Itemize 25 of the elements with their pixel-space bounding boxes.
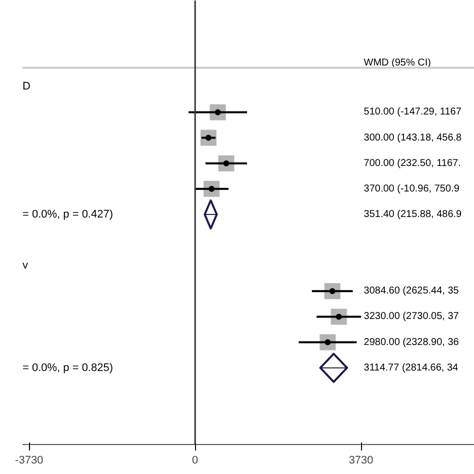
point	[218, 155, 234, 172]
annotation: 370.00 (-10.96, 750.9	[364, 183, 460, 194]
x-tick-label: -3730	[15, 454, 44, 466]
annotation: 510.00 (-147.29, 1167	[364, 106, 462, 118]
point	[324, 283, 340, 300]
annotation: 3114.77 (2814.66, 34	[364, 362, 459, 374]
point	[320, 334, 336, 350]
annotation: 300.00 (143.18, 456.8	[364, 132, 462, 144]
point	[204, 180, 220, 197]
y-tick-label: = 0.0%, p = 0.825)	[22, 362, 114, 374]
point	[200, 130, 216, 146]
annotation: 3084.60 (2625.44, 35	[364, 286, 460, 297]
point	[319, 352, 348, 383]
annotation: 3230.00 (2730.05, 37	[364, 311, 460, 322]
y-tick-label: = 0.0%, p = 0.427)	[22, 208, 114, 220]
text: WMD (95% CI)	[364, 57, 431, 68]
x-tick-label: 3730	[348, 454, 374, 466]
point	[330, 308, 347, 325]
annotation: 2980.00 (2328.90, 36	[364, 336, 460, 348]
annotation: 351.40 (215.88, 486.9	[364, 208, 462, 220]
y-tick-label: D	[22, 80, 30, 93]
x-tick-label: 0	[192, 454, 198, 466]
annotation: 700.00 (232.50, 1167.	[364, 158, 461, 169]
point	[210, 104, 226, 120]
y-tick-label: v	[22, 260, 28, 272]
